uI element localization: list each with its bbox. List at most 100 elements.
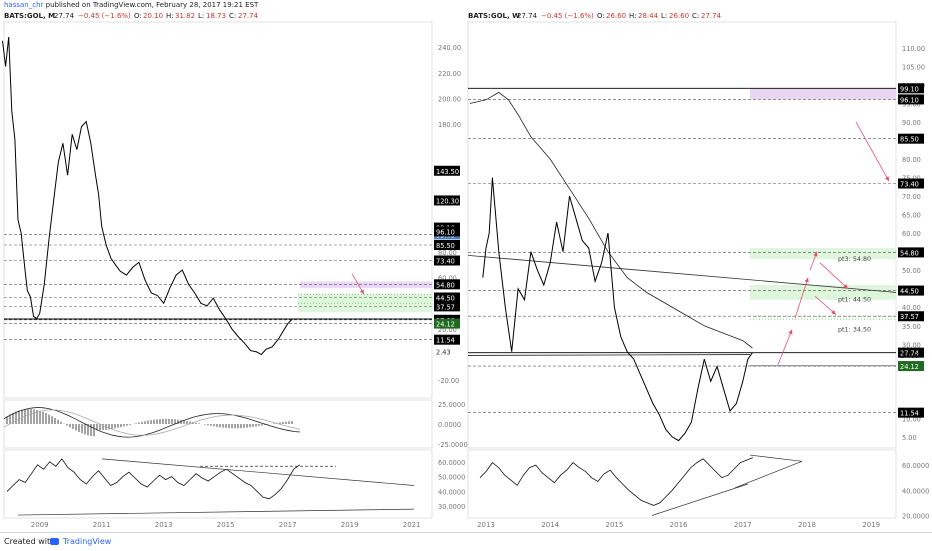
weekly-rsi-line [479, 457, 753, 506]
macd-tick-0: 25.0000 [438, 401, 465, 409]
weekly-close: 27.74 [701, 12, 722, 20]
monthly-x-tick-2009: 2009 [31, 521, 49, 529]
monthly-price-tick-4: 80.00 [438, 249, 457, 257]
publish-header: hassan_chr published on TradingView.com,… [0, 0, 932, 10]
price-tag-73-40: 73.40 [436, 257, 455, 265]
weekly-low-label: L: [661, 12, 667, 20]
weekly-x-tick-2017: 2017 [734, 521, 752, 529]
footer: Created with TradingView [0, 532, 932, 551]
price-tag-99-10-bg [898, 83, 924, 94]
weekly-rsi-triangle-top [749, 454, 803, 462]
monthly-open: 20.10 [143, 12, 163, 20]
weekly-change: −0.45 (−1.6%) [541, 12, 594, 20]
weekly-price-tick-15: 35.00 [902, 323, 921, 331]
weekly-price-line [482, 177, 753, 442]
weekly-price-tick-10: 60.00 [902, 230, 921, 238]
weekly-rsi-tick-2: 20.0000 [902, 512, 929, 520]
price-tag-143-50-bg [434, 165, 460, 176]
weekly-rsi-tick-0: 60.0000 [902, 462, 929, 470]
weekly-price-tick-4: 90.00 [902, 119, 921, 127]
weekly-support-line [467, 354, 751, 356]
monthly-high-label: H: [166, 12, 174, 20]
price-tag-2-43: 2.43 [436, 348, 451, 356]
price-tag-44-50-bg [434, 292, 460, 303]
weekly-green-zone-top [750, 247, 896, 260]
price-tag-96-10-bg [434, 226, 460, 237]
weekly-downtrend-line [467, 254, 897, 293]
price-tag-37-57-bg [434, 301, 460, 312]
monthly-price-tick-8: -20.00 [438, 377, 459, 385]
weekly-price-tick-1: 105.00 [902, 63, 925, 71]
monthly-x-tick-2019: 2019 [341, 521, 359, 529]
price-tag-27-74: 27.74 [900, 350, 919, 358]
price-tag-96-10: 96.10 [436, 228, 455, 236]
weekly-arrow-5-head [831, 310, 836, 315]
weekly-high-label: H: [629, 12, 637, 20]
author-link[interactable]: hassan_chr [4, 1, 44, 9]
monthly-x-tick-2015: 2015 [217, 521, 235, 529]
weekly-x-tick-2016: 2016 [670, 521, 688, 529]
price-tag-44-50: 44.50 [436, 294, 455, 302]
price-tag-85-50: 85.50 [900, 136, 919, 144]
weekly-last-price: 27.74 [517, 12, 538, 20]
monthly-last-price: 27.74 [54, 12, 75, 20]
price-tag-143-50: 143.50 [436, 168, 459, 176]
weekly-arrow-3-head [813, 251, 818, 257]
price-tag-11-54: 11.54 [900, 410, 919, 418]
weekly-rsi-trend-lower [651, 483, 749, 516]
monthly-pink-zone [300, 281, 432, 288]
price-tag-96-10-bg [898, 94, 924, 105]
monthly-rsi-tick-3: 30.0000 [438, 503, 465, 511]
price-tag-11-54: 11.54 [436, 337, 455, 345]
weekly-x-tick-2018: 2018 [798, 521, 816, 529]
monthly-x-tick-2013: 2013 [155, 521, 173, 529]
weekly-price-tick-18: 10.00 [902, 415, 921, 423]
monthly-rsi-tick-1: 50.0000 [438, 474, 465, 482]
price-tag-37-57-bg [898, 311, 924, 322]
price-tag-27-08: 27.08 [900, 352, 919, 360]
weekly-x-tick-2014: 2014 [541, 521, 559, 529]
weekly-price-tick-0: 110.00 [902, 45, 925, 53]
weekly-price-tick-3: 95.00 [902, 100, 921, 108]
monthly-close: 27.74 [238, 12, 259, 20]
price-tag-44-50-bg [898, 285, 924, 296]
monthly-close-label: C: [229, 12, 236, 20]
price-tag-85-50: 85.50 [436, 242, 455, 250]
created-with-label: Created with [4, 537, 56, 546]
weekly-arrow-2 [794, 277, 809, 319]
monthly-price-tick-3: 180.00 [438, 121, 461, 129]
weekly-x-tick-2015: 2015 [605, 521, 623, 529]
monthly-high: 31.82 [175, 12, 195, 20]
weekly-close-label: C: [692, 12, 699, 20]
monthly-price-tick-5: 60.00 [438, 275, 457, 283]
weekly-price-pane [467, 21, 897, 449]
weekly-x-tick-2013: 2013 [477, 521, 495, 529]
monthly-symbol: BATS:GOL, M [4, 12, 55, 20]
chart-root: BATS:GOL, M 27.74 −0.45 (−1.6%) O: 20.10 H: 31… [2, 12, 929, 529]
price-tag-85-50-bg [434, 240, 460, 251]
monthly-x-tick-2011: 2011 [93, 521, 111, 529]
price-tag-54-80-bg [898, 247, 924, 258]
price-tag-44-50: 44.50 [900, 288, 919, 296]
weekly-annotation-2: pt1: 34.50 [838, 325, 871, 333]
price-tag-54-80: 54.80 [900, 249, 919, 257]
weekly-arrow-1 [777, 329, 793, 365]
weekly-rsi-pane [467, 449, 897, 519]
weekly-moving-average [469, 91, 753, 349]
tradingview-link[interactable]: TradingView [63, 537, 112, 546]
price-tag-24-12: 24.12 [436, 321, 455, 329]
price-tag-11-54-bg [898, 407, 924, 418]
monthly-price-line [2, 36, 293, 356]
weekly-open: 26.60 [606, 12, 626, 20]
monthly-low: 18.73 [206, 12, 226, 20]
monthly-macd-pane [3, 399, 433, 449]
weekly-rsi-tick-1: 40.0000 [902, 487, 929, 495]
weekly-open-label: O: [597, 12, 605, 20]
weekly-arrow-6 [855, 121, 890, 182]
price-tag-54-80: 54.80 [436, 281, 455, 289]
monthly-change: −0.45 (−1.6%) [78, 12, 131, 20]
rsi-trendline-upper [101, 458, 415, 486]
price-tag-24-12-bg [434, 318, 460, 329]
weekly-annotation-0: pt3: 54.80 [838, 255, 871, 263]
monthly-price-tick-0: 240.00 [438, 44, 461, 52]
